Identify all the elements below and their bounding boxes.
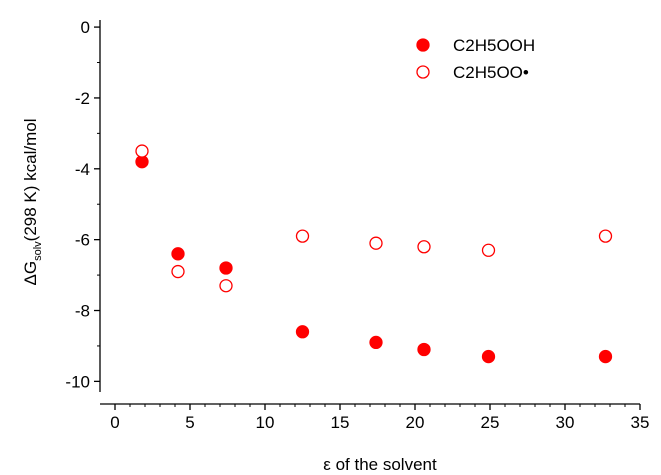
x-tick-label: 0 xyxy=(110,413,119,432)
y-axis-title-suffix: (298 K) kcal/mol xyxy=(21,119,40,242)
data-point-c2h5oo-radical xyxy=(295,229,310,243)
data-point-c2h5oo-radical xyxy=(481,243,496,257)
data-point-c2h5oo-radical xyxy=(598,229,613,243)
data-point-c2h5oo-radical xyxy=(417,240,431,254)
y-axis-title: ΔGsolv(298 K) kcal/mol xyxy=(21,119,44,286)
x-tick-label: 25 xyxy=(481,413,500,432)
data-point-c2h5ooh xyxy=(171,247,185,261)
data-point-c2h5ooh xyxy=(417,342,431,357)
y-tick-label: -8 xyxy=(75,302,90,321)
y-tick-label: -10 xyxy=(65,372,90,391)
data-point-c2h5oo-radical xyxy=(369,236,383,250)
x-axis-title: ε of the solvent xyxy=(323,455,437,474)
data-point-c2h5oo-radical xyxy=(219,279,233,293)
y-tick-label: 0 xyxy=(81,18,90,37)
y-axis-title-subscript: solv xyxy=(32,241,44,261)
data-points xyxy=(135,144,613,364)
x-tick-label: 10 xyxy=(256,413,275,432)
x-tick-label: 5 xyxy=(185,413,194,432)
y-axis: 0 -2 -4 -6 -8 -10 xyxy=(65,18,101,392)
legend-marker xyxy=(416,38,430,52)
legend-marker xyxy=(416,65,430,79)
y-tick-label: -6 xyxy=(75,231,90,250)
y-tick-label: -4 xyxy=(75,160,90,179)
data-point-c2h5ooh xyxy=(598,349,613,364)
x-tick-label: 30 xyxy=(556,413,575,432)
x-tick-label: 35 xyxy=(631,413,650,432)
legend-label: C2H5OO• xyxy=(453,63,529,82)
x-axis: 0 5 10 15 20 25 30 35 xyxy=(100,403,650,432)
data-point-c2h5ooh xyxy=(295,325,310,339)
legend: C2H5OOH C2H5OO• xyxy=(416,36,535,82)
x-tick-label: 20 xyxy=(406,413,425,432)
y-tick-label: -2 xyxy=(75,89,90,108)
data-point-c2h5ooh xyxy=(219,261,233,275)
data-point-c2h5ooh xyxy=(369,335,383,350)
y-axis-title-prefix: ΔG xyxy=(21,261,40,286)
data-point-c2h5oo-radical xyxy=(135,144,149,158)
x-tick-label: 15 xyxy=(331,413,350,432)
data-point-c2h5ooh xyxy=(481,349,496,364)
legend-label: C2H5OOH xyxy=(453,36,535,55)
data-point-c2h5oo-radical xyxy=(171,264,185,279)
